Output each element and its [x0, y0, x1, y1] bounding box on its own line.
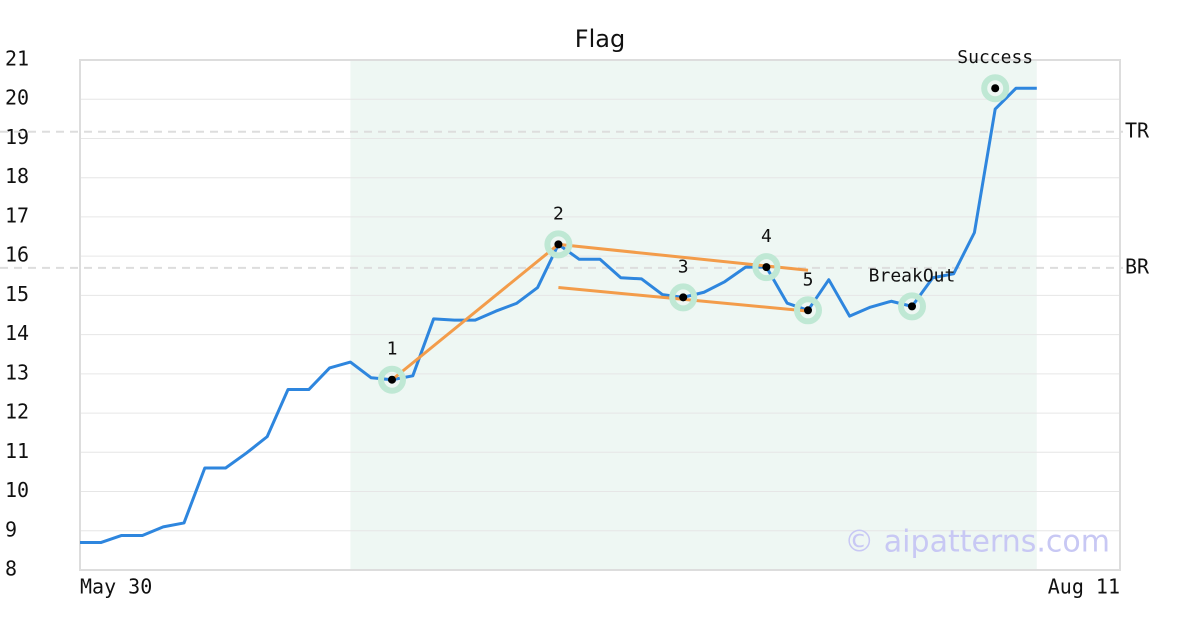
y-tick-label: 14 — [5, 321, 29, 345]
level-label: TR — [1125, 118, 1150, 142]
point-label: Success — [957, 47, 1033, 68]
point-label: 1 — [387, 339, 398, 360]
point-label: 3 — [678, 256, 689, 277]
point-halo — [794, 296, 822, 325]
y-tick-label: 18 — [5, 164, 29, 188]
point-label: BreakOut — [869, 265, 956, 286]
point-label: 4 — [761, 226, 772, 247]
point-halo — [898, 292, 926, 321]
x-tick-label: Aug 11 — [1048, 575, 1120, 599]
point-halo — [378, 365, 406, 394]
x-tick-label: May 30 — [80, 575, 152, 599]
plot-frame — [79, 59, 1121, 571]
chart-title: Flag — [575, 25, 625, 53]
highlight-region — [350, 60, 1037, 570]
point-dot — [991, 84, 1000, 93]
y-tick-label: 9 — [5, 517, 17, 541]
y-tick-label: 17 — [5, 203, 29, 227]
point-dot — [554, 240, 563, 249]
point-dot — [679, 293, 688, 302]
y-tick-label: 20 — [5, 86, 29, 110]
point-halo — [544, 230, 573, 259]
y-tick-label: 21 — [5, 47, 29, 71]
point-dot — [908, 302, 916, 311]
point-dot — [388, 375, 396, 384]
y-tick-label: 10 — [5, 478, 29, 502]
y-tick-label: 12 — [5, 400, 29, 424]
point-halo — [981, 74, 1010, 103]
y-tick-label: 13 — [5, 360, 29, 384]
point-halo — [752, 253, 781, 282]
point-dot — [762, 263, 771, 272]
watermark: © aipatterns.com — [844, 525, 1110, 560]
y-tick-label: 15 — [5, 282, 29, 306]
trend-line — [391, 243, 560, 381]
y-tick-label: 8 — [5, 557, 17, 581]
y-tick-label: 16 — [5, 243, 29, 267]
point-label: 5 — [803, 269, 814, 290]
point-dot — [804, 306, 812, 315]
level-label: BR — [1125, 254, 1150, 278]
point-halo — [669, 283, 698, 312]
point-label: 2 — [553, 203, 564, 224]
y-tick-label: 19 — [5, 125, 29, 149]
y-tick-label: 11 — [5, 439, 29, 463]
